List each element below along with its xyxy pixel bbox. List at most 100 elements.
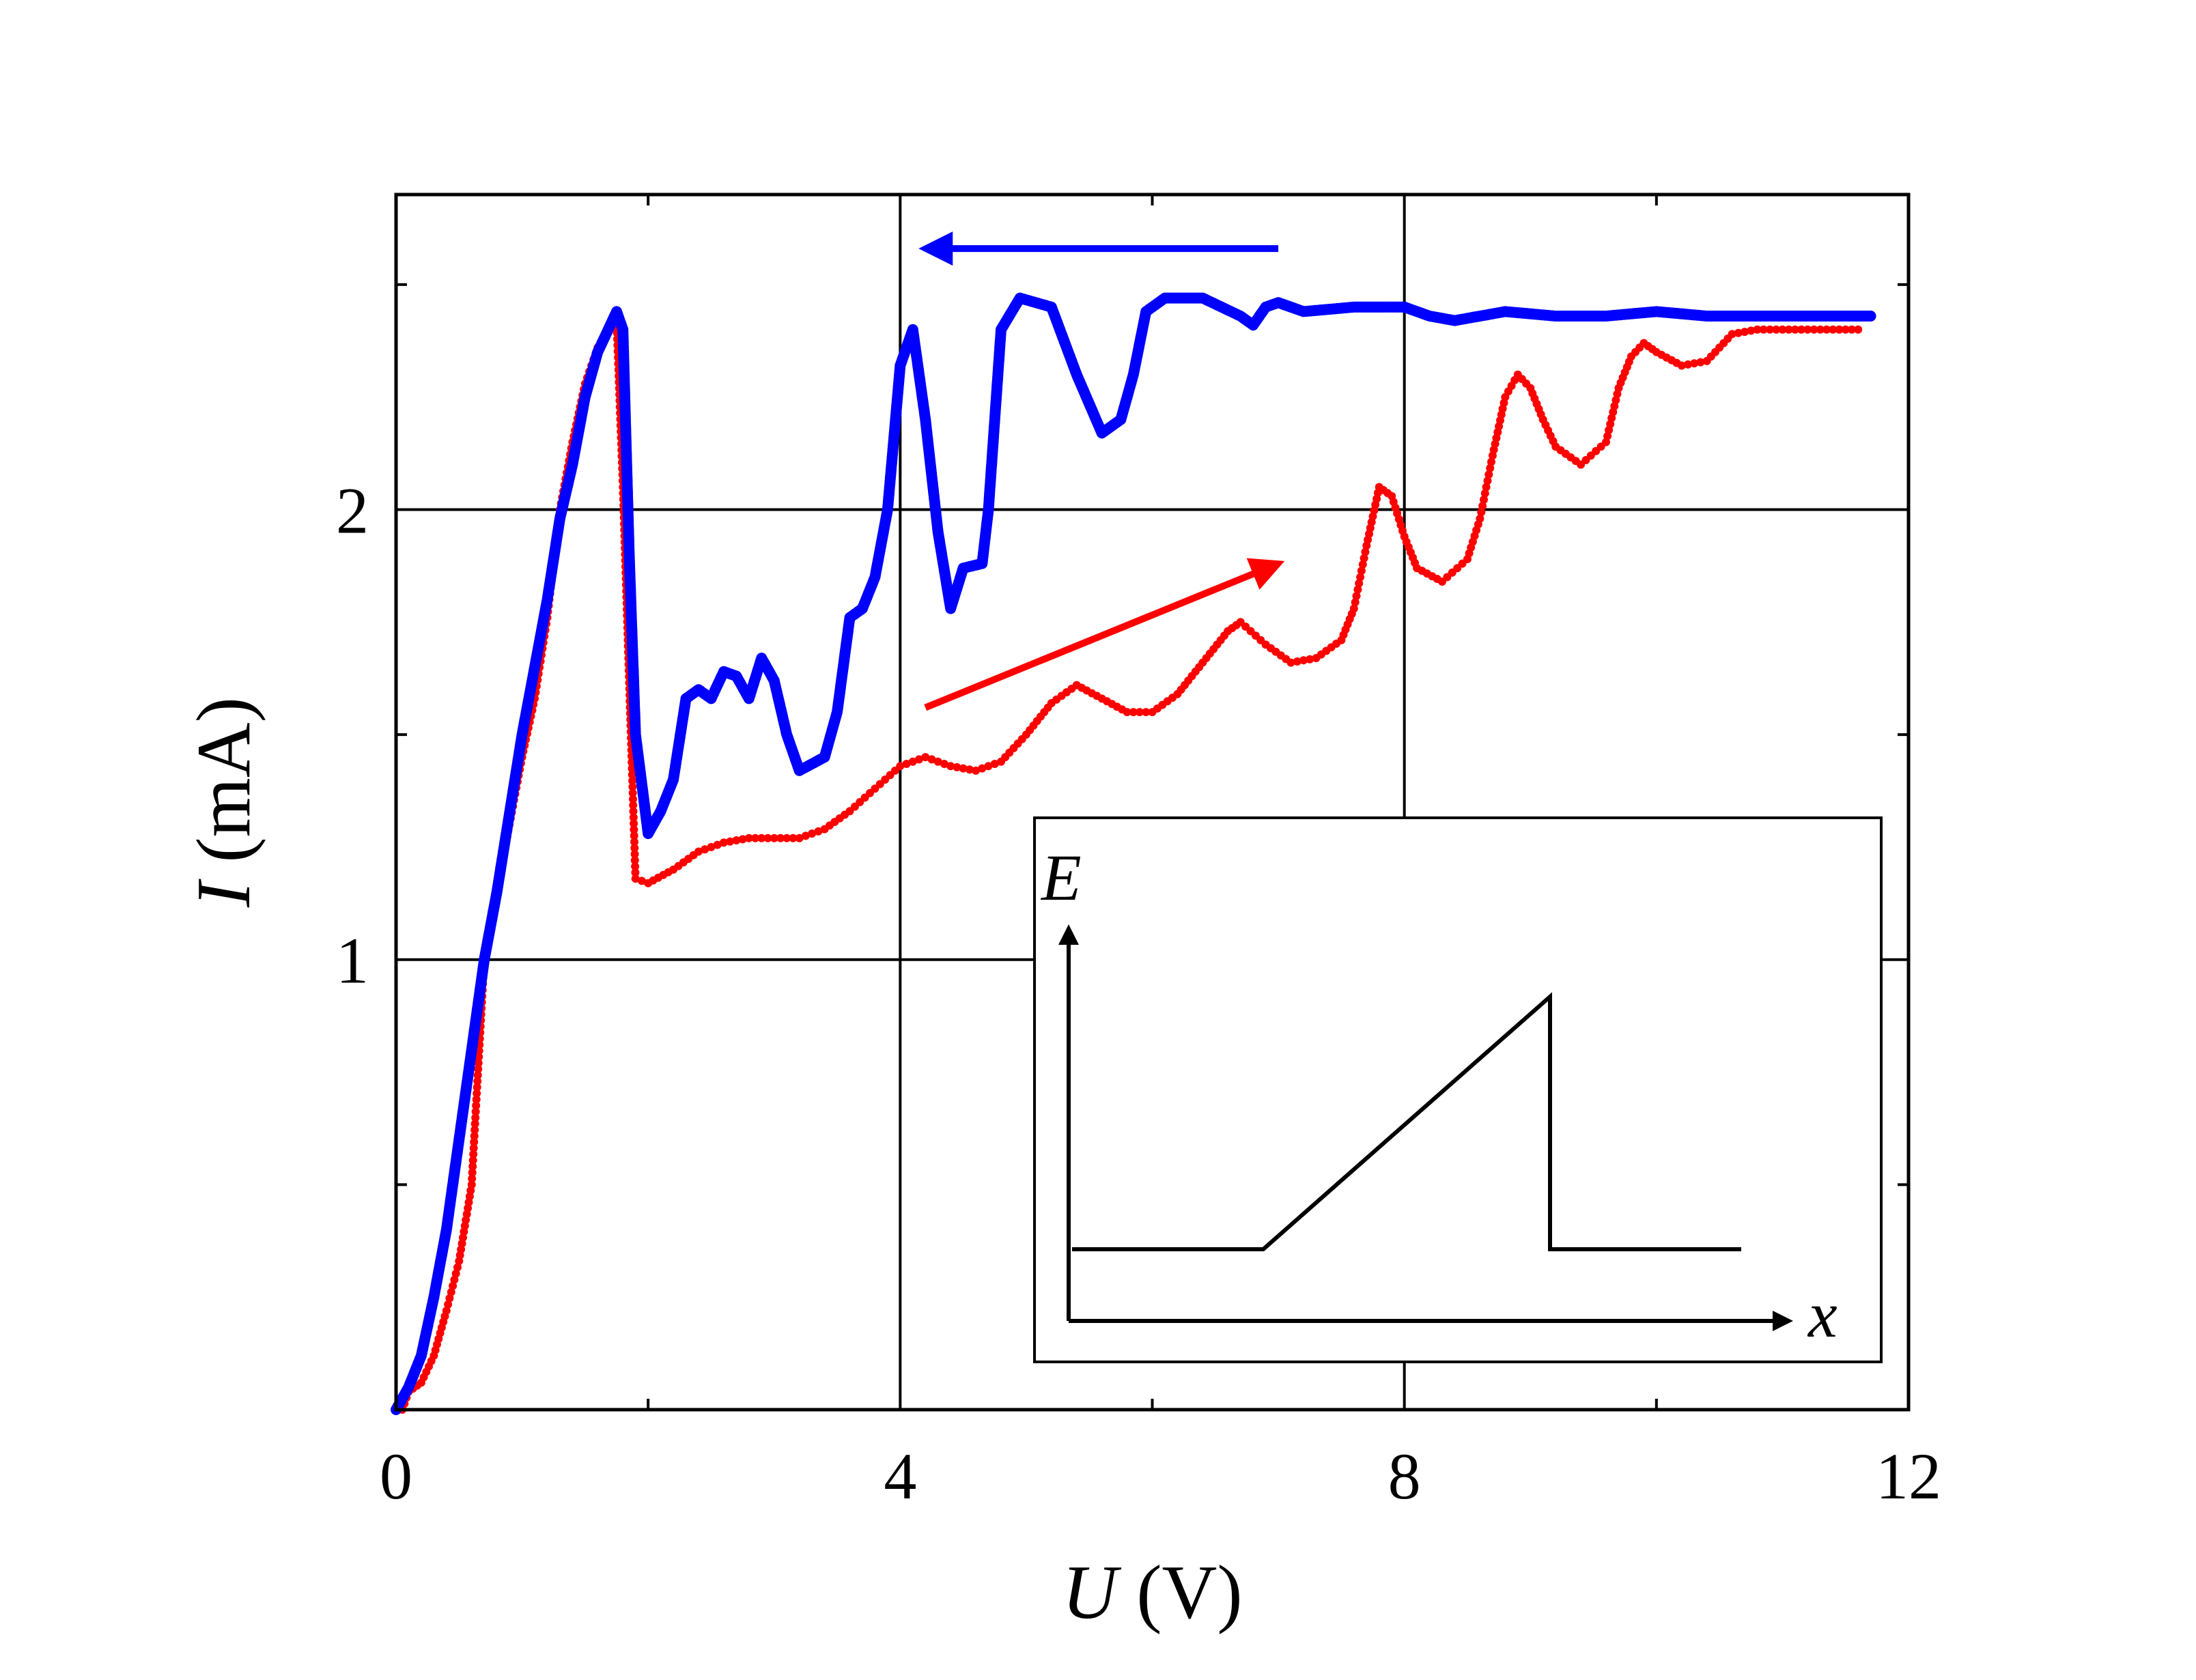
data-point [1835,325,1844,334]
data-point [1841,325,1850,334]
data-point [1129,708,1138,717]
x-tick-label: 4 [884,1440,916,1513]
x-axis-unit: (V) [1117,1550,1242,1635]
data-point [978,764,987,773]
data-point [469,1150,478,1158]
data-point [814,827,823,836]
data-point [1480,496,1488,504]
data-point [630,831,638,840]
x-tick-label: 8 [1388,1440,1421,1513]
data-point [1483,476,1492,485]
data-point [1778,325,1787,334]
inset-frame [1033,816,1883,1363]
y-tick-label: 1 [336,924,369,997]
data-point [628,770,636,779]
data-point [1136,708,1144,717]
data-point [902,760,911,768]
y-axis-title: I (mA) [182,697,266,908]
data-point [1356,573,1365,582]
data-point [1286,658,1295,667]
data-point [1847,325,1856,334]
data-point [1816,325,1825,334]
data-point [1728,330,1736,339]
data-point [1361,547,1370,556]
data-point [449,1281,458,1290]
data-point [1353,585,1362,594]
data-point [1349,604,1358,613]
data-point [473,1083,481,1092]
data-point [1476,514,1484,523]
data-point [1759,325,1768,334]
data-point [472,1101,481,1110]
data-point [628,782,637,791]
data-point [1355,579,1364,588]
data-point [447,1287,455,1296]
data-point [453,1263,462,1272]
data-point [1299,656,1308,665]
data-point [783,834,791,842]
data-point [1747,326,1756,335]
data-point [763,834,772,842]
data-point [1784,325,1793,334]
direction-arrow-1 [924,558,1285,711]
data-point [475,1053,483,1062]
data-point [628,764,636,773]
data-point [1684,360,1692,369]
data-point [1482,483,1491,492]
data-point [468,1162,477,1171]
data-point [442,1307,451,1315]
data-point [984,762,993,771]
data-point [1484,470,1493,479]
data-point [694,847,703,856]
data-point [1486,464,1495,472]
data-point [629,813,638,822]
data-point [1487,457,1495,466]
data-point [474,1059,483,1068]
data-point [629,801,638,810]
data-point [1677,361,1686,370]
data-point [808,829,817,838]
data-point [1357,567,1366,575]
data-point [1753,325,1762,334]
data-point [738,835,747,844]
data-point [933,757,942,766]
data-point [1360,554,1368,563]
data-point [713,840,722,849]
data-point [1822,325,1831,334]
data-point [630,856,639,865]
data-point [801,831,810,840]
data-point [1478,502,1487,511]
data-point [1358,560,1367,569]
data-point [1854,325,1863,334]
data-point [631,868,640,877]
data-point [744,834,753,842]
data-point [1803,325,1812,334]
x-tick-label: 12 [1876,1440,1941,1513]
data-point [637,877,646,885]
data-point [757,834,766,842]
data-point [719,838,728,847]
data-point [471,1113,480,1122]
axis-ticks [396,195,1909,1410]
inset-energy-profile [1072,992,1741,1251]
data-point [896,762,905,771]
data-point [1142,708,1151,717]
y-axis-symbol: I [182,879,266,908]
data-point [1829,325,1838,334]
data-point [630,844,639,853]
data-point [629,807,638,816]
data-point [470,1132,479,1141]
series-1 [391,292,1876,1415]
data-point [1766,325,1774,334]
x-axis-symbol: U [1062,1550,1121,1635]
data-point [468,1156,477,1165]
data-point [1696,358,1705,367]
data-point [630,819,638,828]
data-point [631,862,640,871]
data-point [1690,359,1699,368]
data-point [1734,328,1743,337]
data-point [965,765,974,774]
data-point [770,834,778,842]
